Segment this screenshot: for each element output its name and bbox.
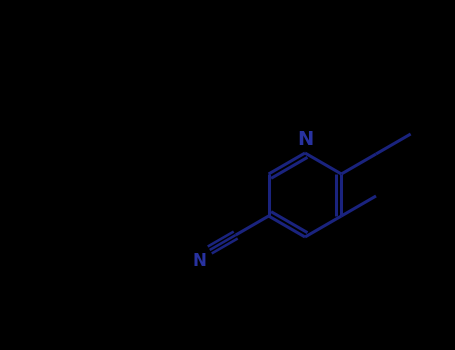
Text: N: N xyxy=(193,252,207,270)
Text: N: N xyxy=(297,130,313,149)
